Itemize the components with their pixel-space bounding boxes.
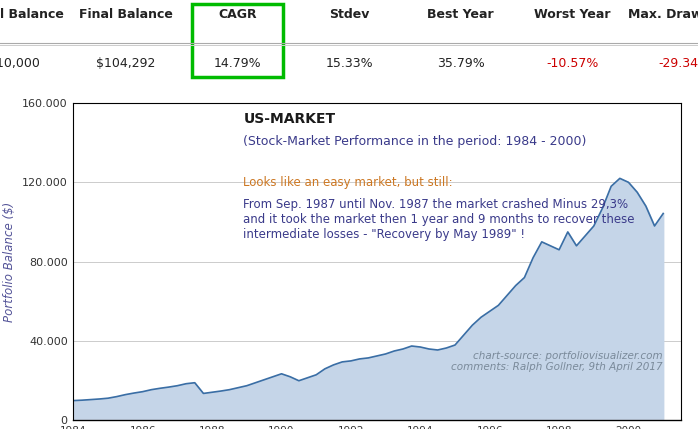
Text: -29.34%: -29.34% (658, 57, 698, 70)
Text: 15.33%: 15.33% (325, 57, 373, 70)
Text: Initial Balance: Initial Balance (0, 8, 64, 21)
Text: Best Year: Best Year (427, 8, 494, 21)
Text: $10,000: $10,000 (0, 57, 40, 70)
Text: $104,292: $104,292 (96, 57, 156, 70)
Text: -10.57%: -10.57% (546, 57, 599, 70)
Text: Stdev: Stdev (329, 8, 369, 21)
Text: US-MARKET: US-MARKET (244, 112, 336, 127)
Text: Max. Drawdown: Max. Drawdown (628, 8, 698, 21)
Text: Final Balance: Final Balance (79, 8, 172, 21)
Text: Looks like an easy market, but still:: Looks like an easy market, but still: (244, 176, 453, 189)
Y-axis label: Portfolio Balance ($): Portfolio Balance ($) (3, 202, 17, 322)
Text: 35.79%: 35.79% (437, 57, 484, 70)
Text: From Sep. 1987 until Nov. 1987 the market crashed Minus 29,3%
and it took the ma: From Sep. 1987 until Nov. 1987 the marke… (244, 198, 634, 241)
Text: (Stock-Market Performance in the period: 1984 - 2000): (Stock-Market Performance in the period:… (244, 135, 587, 148)
Text: Worst Year: Worst Year (534, 8, 611, 21)
Text: 14.79%: 14.79% (214, 57, 261, 70)
Text: chart-source: portfoliovisualizer.com
comments: Ralph Gollner, 9th April 2017: chart-source: portfoliovisualizer.com co… (451, 350, 662, 372)
Text: CAGR: CAGR (218, 8, 257, 21)
